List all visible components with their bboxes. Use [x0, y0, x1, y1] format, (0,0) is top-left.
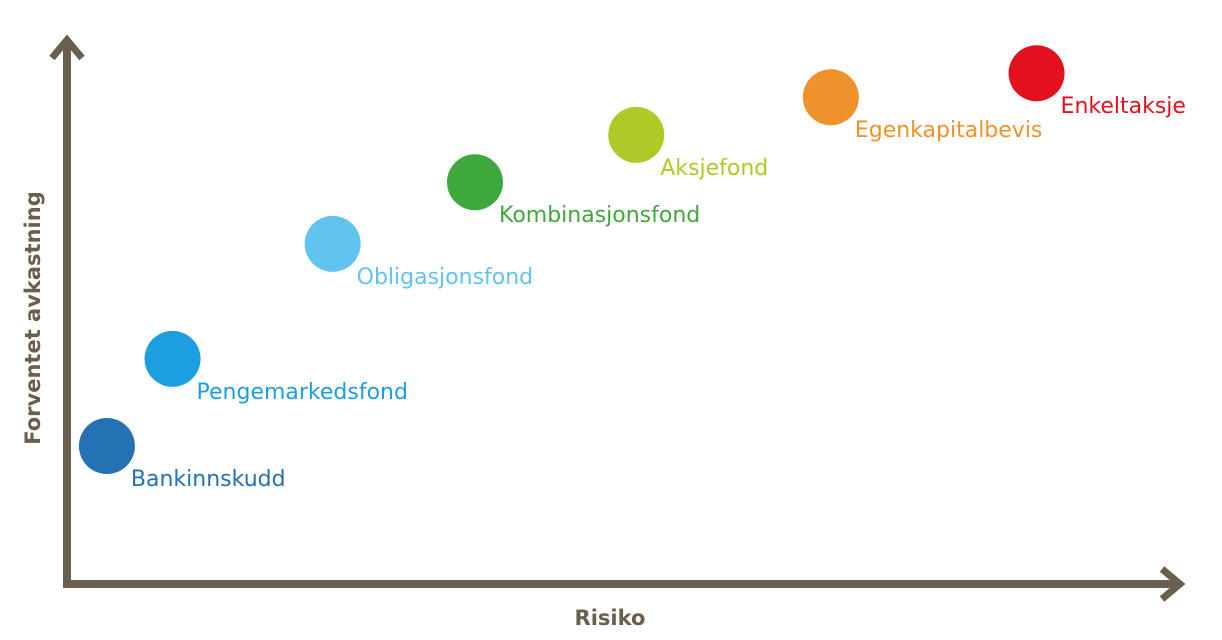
data-label-pengemarkedsfond: Pengemarkedsfond [197, 380, 408, 405]
data-point-kombinasjonsfond [446, 154, 503, 211]
y-axis-title: Forventet avkastning [21, 191, 45, 444]
data-point-aksjefond [608, 106, 665, 163]
x-axis-title: Risiko [575, 606, 646, 630]
data-point-bankinnskudd [78, 418, 135, 475]
data-label-egenkapitalbevis: Egenkapitalbevis [855, 118, 1043, 143]
data-label-kombinasjonsfond: Kombinasjonsfond [499, 203, 700, 228]
data-label-bankinnskudd: Bankinnskudd [131, 467, 286, 492]
data-point-obligasjonsfond [304, 215, 361, 272]
x-axis-arrow-icon [1159, 566, 1186, 602]
data-label-enkeltaksje: Enkeltaksje [1061, 94, 1186, 119]
x-axis [63, 566, 1186, 602]
y-axis [49, 34, 85, 588]
data-point-pengemarkedsfond [144, 330, 201, 387]
data-label-obligasjonsfond: Obligasjonsfond [357, 265, 534, 290]
data-points: Bankinnskudd Pengemarkedsfond Obligasjonsf… [78, 45, 1186, 492]
data-label-aksjefond: Aksjefond [660, 156, 768, 181]
data-point-egenkapitalbevis [802, 69, 859, 126]
data-point-enkeltaksje [1008, 45, 1065, 102]
y-axis-arrow-icon [49, 34, 85, 61]
